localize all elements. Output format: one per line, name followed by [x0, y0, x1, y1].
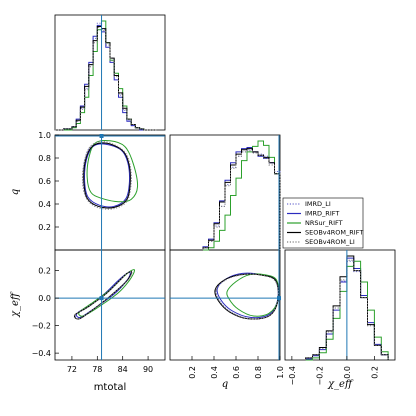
tick-q-x-0.6: 0.6	[232, 366, 241, 379]
tick-chi-y-0.2: 0.2	[38, 267, 51, 276]
ylabel-q: q	[10, 189, 21, 195]
hist-q-nrsur_rift	[203, 140, 281, 251]
panel-mtotal-hist	[54, 14, 166, 131]
panel-mtotal-q	[54, 134, 166, 251]
tick-q-y-1.0: 1.0	[38, 131, 51, 140]
legend-label-imrd_rift: IMRD_RIFT	[305, 210, 339, 218]
tick-q-y-0.8: 0.8	[38, 154, 51, 163]
xlabel-chi: χ_eff	[327, 379, 354, 390]
legend-label-imrd_li: IMRD_LI	[305, 200, 331, 208]
tick-q-x-0.8: 0.8	[254, 366, 263, 379]
legend-label-nrsur_rift: NRSur_RIFT	[305, 219, 343, 227]
tick-q-y-0.2: 0.2	[38, 223, 51, 232]
plot-data-layer	[55, 20, 389, 361]
tick-mtotal-72: 72	[67, 365, 77, 374]
tick-chi-y-0.0: 0.0	[38, 294, 51, 303]
tick-mtotal-78: 78	[92, 365, 102, 374]
contour-q-chi-seobv4rom_rift	[214, 273, 279, 320]
contour-mtotal-q-seobv4rom_rift	[83, 142, 131, 209]
tick-chi-y-−0.2: −0.2	[32, 322, 51, 331]
tick-chi-x-−0.4: −0.4	[288, 366, 297, 385]
tick-q-x-1.0: 1.0	[276, 366, 285, 379]
panel-chi-hist	[284, 249, 396, 361]
tick-q-x-0.2: 0.2	[188, 366, 197, 379]
tick-mtotal-84: 84	[118, 365, 128, 374]
panel-mtotal-chi	[54, 249, 166, 361]
truth-lines	[55, 15, 348, 360]
contour-mtotal-q-nrsur_rift	[86, 139, 139, 203]
hist-q-seobv4rom_li	[202, 150, 281, 250]
hist-chi-seobv4rom_li	[305, 259, 389, 360]
xlabel-q: q	[222, 379, 228, 390]
tick-labels: 72 78 84 90 0.2 0.4 0.6 0.8 1.0 −0.4 −0.2 0.0 0.20.2…	[32, 131, 380, 385]
truth-marker-q-chi	[277, 296, 281, 301]
hist-mtotal-seobv4rom_li	[55, 27, 157, 131]
contour-q-chi-seobv4rom_li	[215, 273, 279, 320]
truth-marker-mtotal-q	[99, 134, 104, 138]
legend-label-seobv4rom_rift: SEOBv4ROM_RIFT	[305, 229, 363, 237]
contour-q-chi-nrsur_rift	[226, 273, 280, 317]
contour-q-chi-imrd_li	[215, 273, 279, 320]
hist-mtotal-seobv4rom_rift	[55, 26, 157, 131]
tick-q-y-0.4: 0.4	[38, 200, 51, 209]
tick-q-y-0.6: 0.6	[38, 177, 51, 186]
ylabel-chi: χ_eff	[10, 291, 21, 318]
legend-label-seobv4rom_li: SEOBv4ROM_LI	[305, 238, 355, 246]
tick-chi-x-0.2: 0.2	[370, 366, 379, 379]
contour-mtotal-chi-seobv4rom_li	[73, 271, 133, 320]
tick-mtotal-90: 90	[143, 365, 153, 374]
contour-mtotal-q-imrd_rift	[84, 143, 131, 208]
truth-marker-mtotal-chi	[99, 296, 104, 301]
tick-chi-x-0.0: 0.0	[343, 366, 352, 379]
tick-chi-y-−0.4: −0.4	[32, 349, 51, 358]
contour-mtotal-q-seobv4rom_li	[81, 141, 132, 210]
hist-q-seobv4rom_rift	[202, 148, 281, 250]
panel-q-chi	[169, 249, 281, 361]
xlabel-mtotal: mtotal	[94, 382, 127, 393]
tick-chi-x-−0.2: −0.2	[315, 366, 324, 385]
tick-q-x-0.4: 0.4	[210, 366, 219, 379]
